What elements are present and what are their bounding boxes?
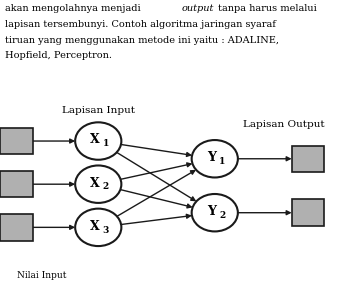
Text: X: X: [90, 133, 100, 146]
Text: tanpa harus melalui: tanpa harus melalui: [215, 4, 317, 13]
Text: lapisan tersembunyi. Contoh algoritma jaringan syaraf: lapisan tersembunyi. Contoh algoritma ja…: [5, 20, 276, 29]
Bar: [292, 200, 324, 226]
Text: tiruan yang menggunakan metode ini yaitu : ADALINE,: tiruan yang menggunakan metode ini yaitu…: [5, 35, 279, 44]
Text: 3: 3: [103, 226, 109, 235]
Circle shape: [192, 194, 238, 232]
Text: Y: Y: [207, 205, 216, 218]
Text: Lapisan Input: Lapisan Input: [62, 106, 135, 115]
Circle shape: [75, 166, 121, 203]
Circle shape: [75, 122, 121, 160]
Text: 1: 1: [103, 139, 109, 148]
Text: X: X: [90, 220, 100, 233]
Bar: [0, 214, 33, 241]
Text: 2: 2: [103, 182, 109, 191]
Circle shape: [75, 209, 121, 246]
Bar: [0, 128, 33, 154]
Bar: [0, 171, 33, 198]
Text: 1: 1: [219, 157, 226, 166]
Text: X: X: [90, 176, 100, 190]
Text: output: output: [182, 4, 214, 13]
Text: Hopfield, Perceptron.: Hopfield, Perceptron.: [5, 51, 112, 60]
Text: 2: 2: [219, 211, 226, 220]
Circle shape: [192, 140, 238, 178]
Text: Y: Y: [207, 151, 216, 164]
Text: akan mengolahnya menjadi: akan mengolahnya menjadi: [5, 4, 144, 13]
Bar: [292, 146, 324, 172]
Text: Lapisan Output: Lapisan Output: [243, 120, 325, 129]
Text: Nilai Input: Nilai Input: [17, 271, 66, 280]
